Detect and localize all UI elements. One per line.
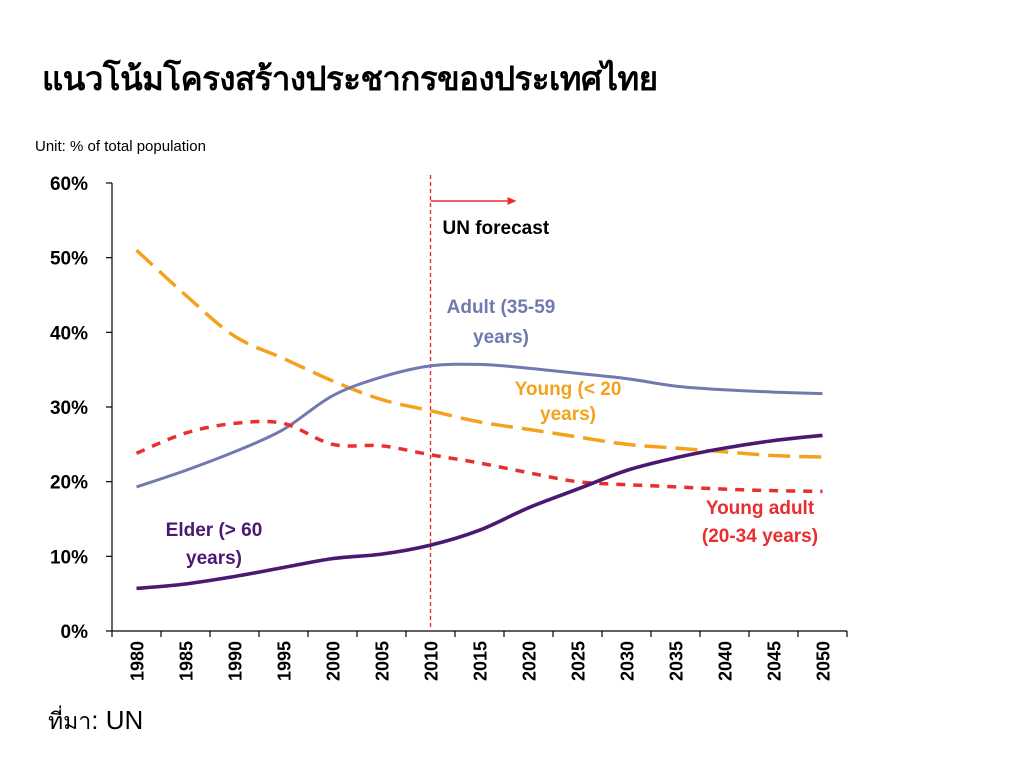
series-label-adult: years) (473, 327, 529, 348)
series-label-young: years) (540, 404, 596, 425)
forecast-arrow-head (507, 197, 517, 205)
x-tick-label: 1995 (275, 641, 295, 681)
series-labels: Young (< 20 years) Adult (35-59 years) Young… (166, 297, 818, 569)
y-tick-label: 20% (50, 473, 88, 494)
forecast-marker: UN forecast (429, 175, 550, 631)
x-tick-label: 2000 (324, 641, 344, 681)
series-label-young-adult: (20-34 years) (702, 526, 818, 547)
series-line-young-adult (135, 419, 823, 494)
series-label-elder: Elder (> 60 (166, 520, 263, 541)
unit-label: Unit: % of total population (35, 138, 206, 155)
y-tick-label: 10% (50, 547, 88, 568)
series-line-adult (136, 362, 823, 489)
x-tick-label: 2040 (716, 641, 736, 681)
y-tick-label: 50% (50, 249, 88, 270)
y-tick-label: 30% (50, 398, 88, 419)
forecast-label: UN forecast (443, 218, 550, 239)
series-lines (135, 248, 823, 591)
x-tick-label: 1980 (128, 641, 148, 681)
x-tick-label: 2015 (471, 641, 491, 681)
y-tick-label: 60% (50, 174, 88, 195)
x-tick-label: 2020 (520, 641, 540, 681)
series-label-adult: Adult (35-59 (447, 297, 556, 318)
x-tick-label: 2005 (373, 641, 393, 681)
source-note: ที่มา: UN (48, 704, 143, 740)
series-line-elder (136, 433, 823, 591)
x-tick-label: 2030 (618, 641, 638, 681)
chart-tick-labels: 0% 10% 20% 30% 40% 50% 60% 1980 1985 1990 1995 2000… (50, 174, 834, 681)
series-label-elder: years) (186, 548, 242, 569)
source-label: ที่มา (48, 709, 92, 735)
y-tick-label: 0% (61, 622, 89, 643)
x-tick-label: 1985 (177, 641, 197, 681)
series-label-young: Young (< 20 (515, 379, 622, 400)
source-value: : UN (91, 705, 144, 735)
slide-title: แนวโน้มโครงสร้างประชากรของประเทศไทย (42, 59, 658, 98)
x-tick-label: 1990 (226, 641, 246, 681)
x-tick-label: 2010 (422, 641, 442, 681)
x-tick-label: 2045 (765, 641, 785, 681)
x-tick-label: 2050 (814, 641, 834, 681)
chart-axes (106, 182, 848, 637)
series-line-young (135, 248, 823, 459)
x-tick-label: 2035 (667, 641, 687, 681)
y-tick-label: 40% (50, 323, 88, 344)
x-tick-label: 2025 (569, 641, 589, 681)
series-label-young-adult: Young adult (706, 498, 815, 519)
